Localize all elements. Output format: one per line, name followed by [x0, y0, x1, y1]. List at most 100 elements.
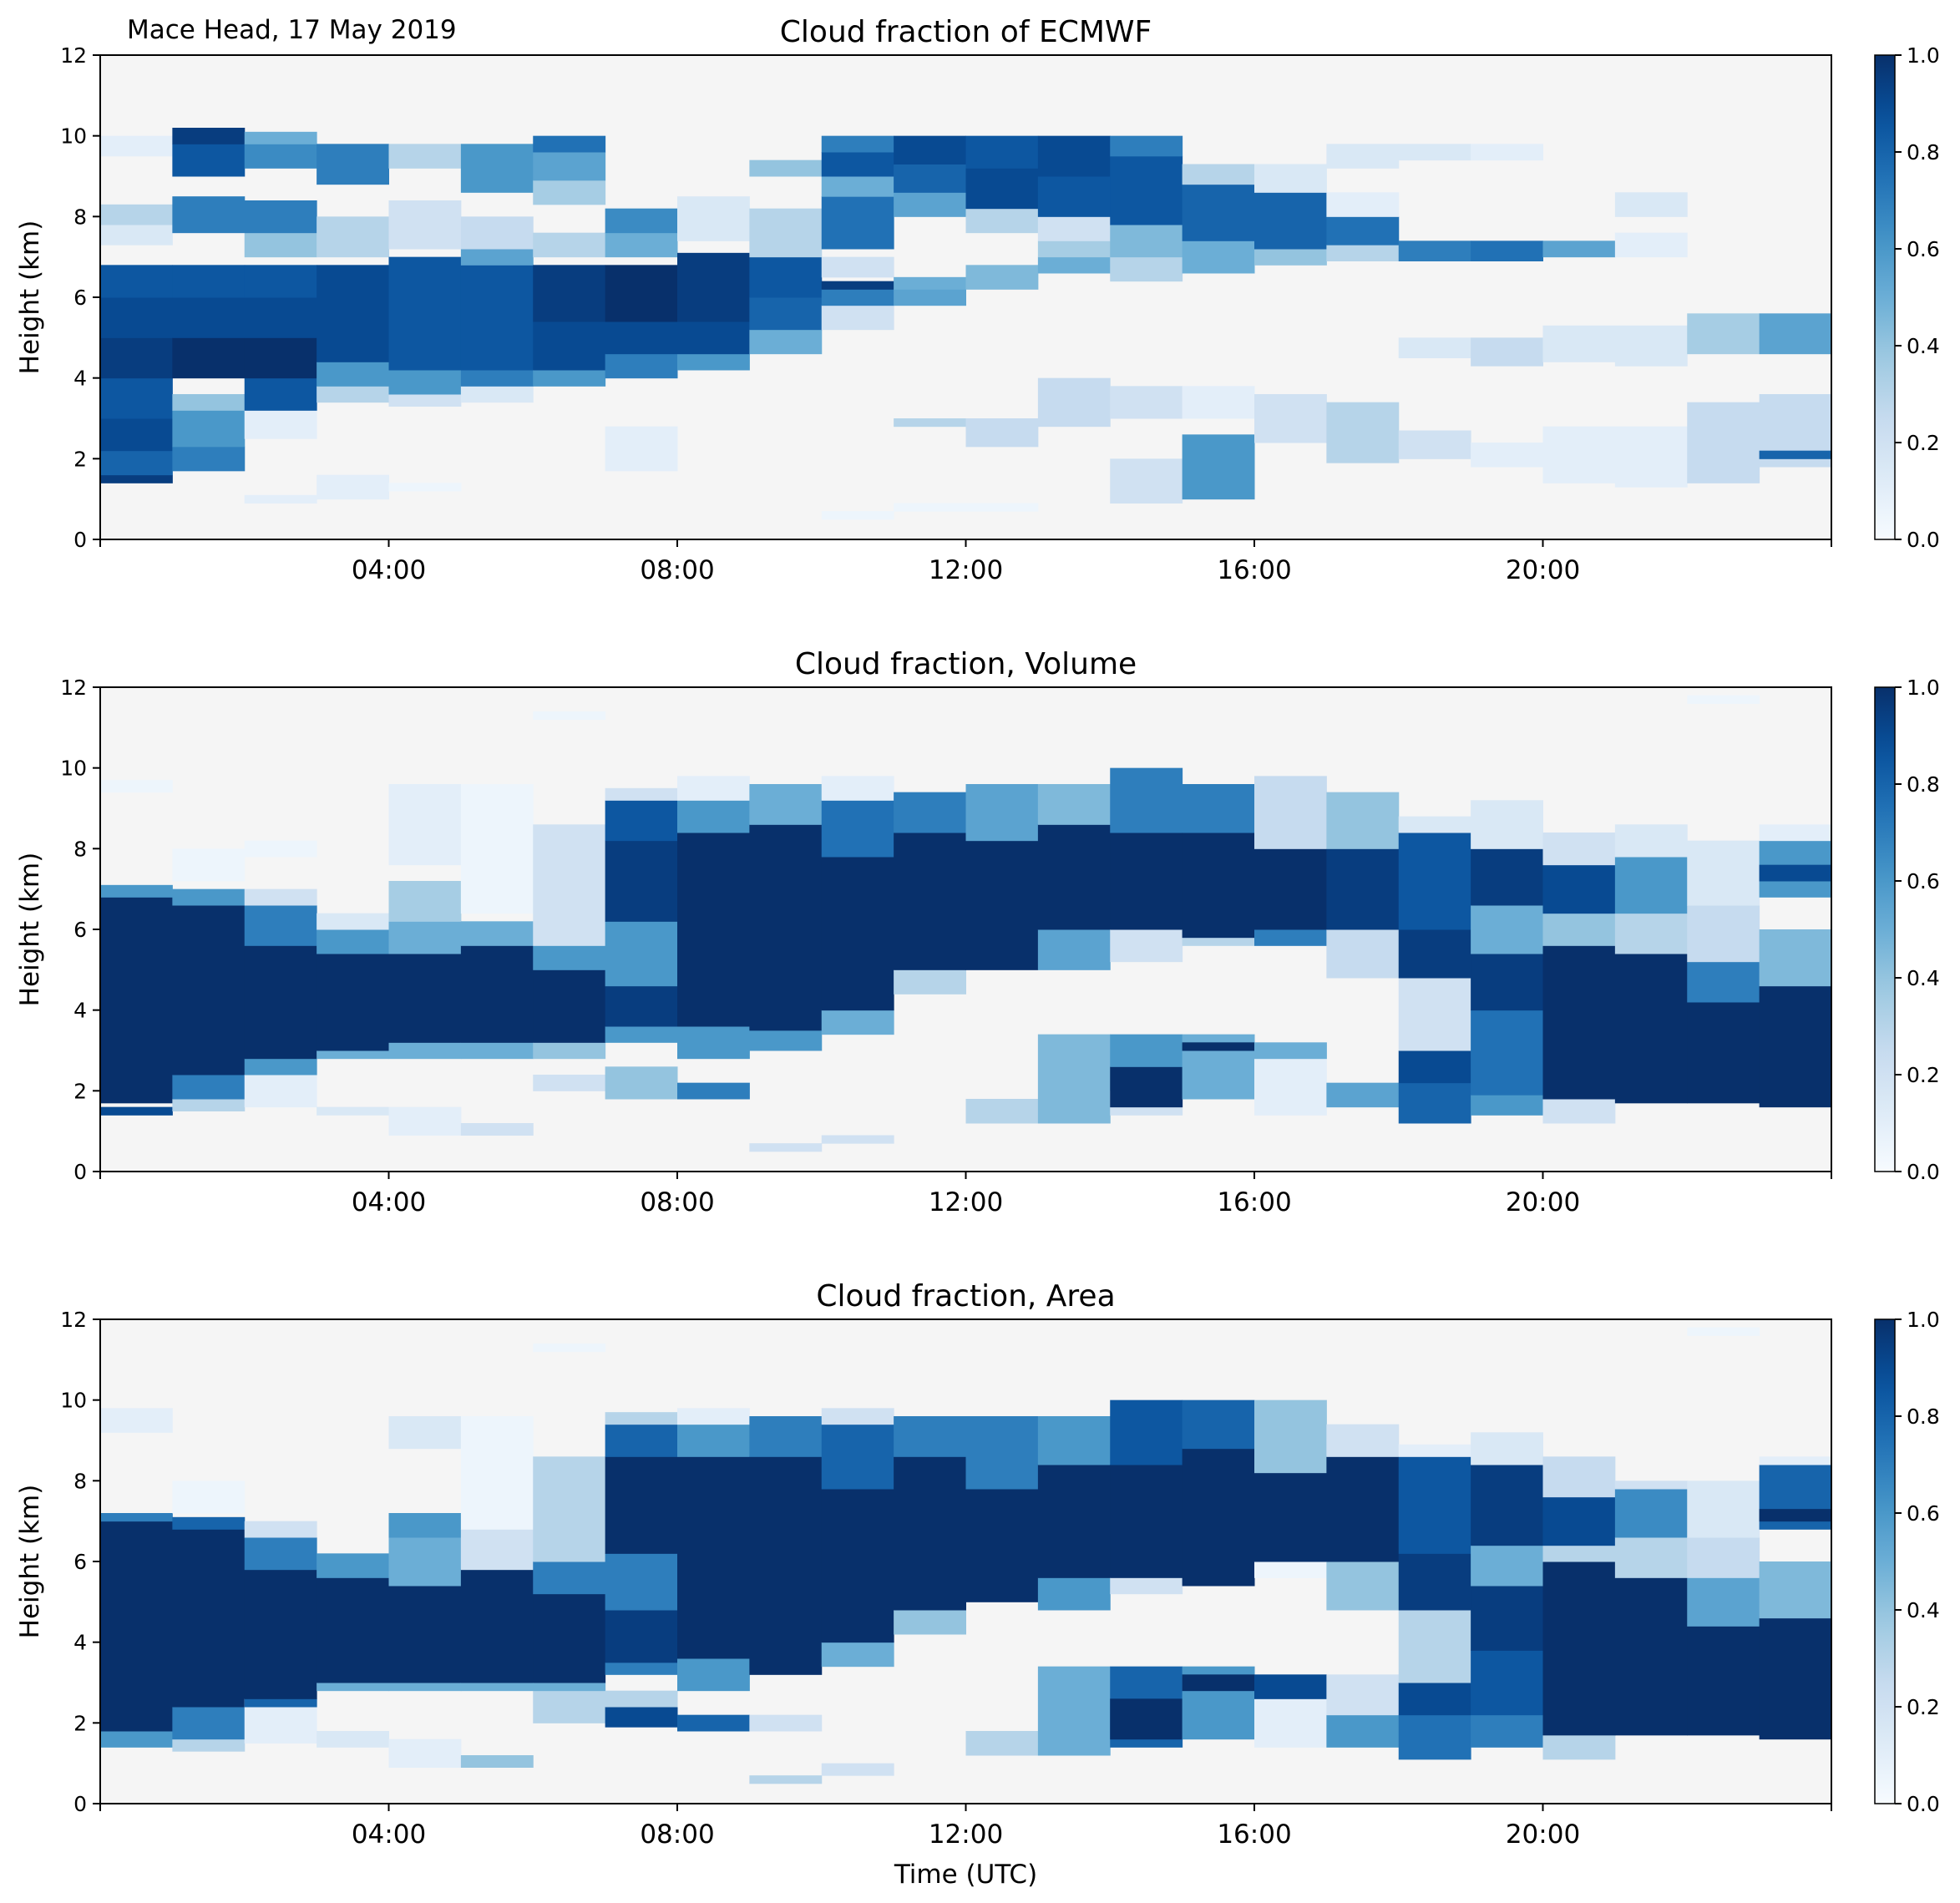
heatmap-cell	[460, 386, 534, 403]
heatmap-cell	[1326, 402, 1400, 463]
heatmap-cell	[317, 1553, 389, 1578]
heatmap-cell	[1110, 1465, 1183, 1578]
heatmap-cell	[244, 232, 317, 258]
heatmap-cell	[244, 1698, 317, 1708]
heatmap-cell	[244, 1537, 317, 1571]
heatmap-cell	[605, 1066, 678, 1100]
heatmap-cell	[605, 1690, 678, 1708]
heatmap-cell	[1254, 848, 1327, 930]
heatmap-cell	[172, 1480, 246, 1514]
heatmap-cell	[1398, 240, 1471, 261]
heatmap-cell	[533, 1683, 606, 1692]
heatmap-cell	[677, 252, 750, 322]
heatmap-cell	[1254, 929, 1327, 946]
heatmap-cell	[388, 144, 462, 169]
heatmap-cell	[749, 159, 823, 177]
y-tick-label: 0	[73, 528, 87, 552]
heatmap-cell	[821, 305, 894, 331]
heatmap-cell	[1182, 1399, 1255, 1450]
heatmap-cell	[533, 232, 606, 258]
heatmap-cell	[894, 1456, 966, 1611]
heatmap-cell	[1398, 1553, 1471, 1611]
heatmap-cell	[1759, 1456, 1831, 1465]
heatmap-cell	[1687, 1480, 1760, 1538]
heatmap-cell	[749, 1456, 823, 1675]
heatmap-cell	[1037, 784, 1111, 825]
heatmap-cell	[244, 131, 317, 144]
y-axis-label: Height (km)	[15, 1485, 45, 1639]
heatmap-cell	[1254, 394, 1327, 443]
x-tick-label: 20:00	[1506, 1819, 1580, 1850]
heatmap-cell	[244, 1521, 317, 1538]
heatmap-cell	[533, 1593, 606, 1683]
heatmap-cell	[460, 265, 534, 371]
heatmap-cell	[821, 1489, 894, 1643]
heatmap-cell	[965, 208, 1039, 234]
heatmap-cell	[1542, 833, 1616, 866]
heatmap-cell	[965, 1099, 1039, 1124]
heatmap-cell	[172, 1516, 246, 1530]
heatmap-cell	[533, 370, 606, 387]
heatmap-cell	[1687, 1327, 1760, 1336]
heatmap-cell	[1614, 857, 1688, 914]
colorbar-tick-label: 0.8	[1907, 772, 1940, 797]
heatmap-cell	[821, 256, 894, 278]
x-tick-label: 04:00	[352, 1187, 426, 1217]
heatmap-cell	[1182, 1674, 1255, 1692]
heatmap-cell	[749, 784, 823, 825]
heatmap-cell	[1759, 824, 1831, 842]
heatmap-cell	[1471, 443, 1543, 468]
heatmap-cell	[172, 905, 246, 1075]
heatmap-cell	[821, 511, 894, 520]
heatmap-cell	[605, 921, 678, 987]
heatmap-cell	[1110, 833, 1183, 930]
heatmap-cell	[244, 265, 317, 298]
heatmap-cell	[605, 1662, 678, 1675]
x-tick-label: 20:00	[1506, 555, 1580, 585]
heatmap-cell	[1110, 1399, 1183, 1465]
heatmap-cell	[1542, 1456, 1616, 1498]
heatmap-cell	[894, 192, 966, 217]
heatmap-cell	[1110, 929, 1183, 963]
heatmap-cell	[1182, 386, 1255, 419]
heatmap-cell	[1542, 1099, 1616, 1124]
heatmap-cell	[894, 135, 966, 164]
y-tick-label: 4	[73, 1631, 87, 1655]
heatmap-cell	[894, 792, 966, 833]
heatmap-cell	[1398, 816, 1471, 833]
heatmap-cell	[1471, 144, 1543, 161]
heatmap-cell	[894, 833, 966, 970]
heatmap-cell	[1254, 1399, 1327, 1474]
heatmap-cell	[1398, 1444, 1471, 1457]
heatmap-cell	[821, 1135, 894, 1144]
heatmap-cell	[1037, 1034, 1111, 1124]
heatmap-cell	[1542, 1561, 1616, 1736]
colorbar-tick-label: 0.6	[1907, 1501, 1940, 1526]
heatmap-cell	[1398, 1456, 1471, 1554]
heatmap-cell	[1037, 1577, 1111, 1611]
heatmap-cell	[677, 1658, 750, 1692]
heatmap-cell	[244, 377, 317, 411]
heatmap-cell	[100, 780, 173, 793]
heatmap-cell	[677, 1082, 750, 1100]
heatmap-cell	[1614, 1577, 1688, 1736]
y-tick-label: 10	[60, 1389, 87, 1413]
heatmap-cell	[1037, 135, 1111, 177]
heatmap-cell	[1542, 913, 1616, 946]
heatmap-cell	[677, 321, 750, 355]
heatmap-cell	[1110, 256, 1183, 282]
heatmap-cell	[1542, 945, 1616, 1100]
heatmap-cell	[1471, 1545, 1543, 1587]
heatmap-cell	[677, 1714, 750, 1732]
panel-title: Cloud fraction of ECMWF	[780, 15, 1152, 49]
heatmap-cell	[100, 297, 173, 338]
y-tick-label: 12	[60, 1308, 87, 1332]
colorbar-tick-label: 0.2	[1907, 431, 1940, 455]
heatmap-cell	[317, 474, 389, 500]
heatmap-cell	[1037, 256, 1111, 274]
heatmap-cell	[677, 196, 750, 241]
heatmap-cell	[1614, 232, 1688, 258]
heatmap-cell	[533, 265, 606, 322]
heatmap-cell	[1182, 184, 1255, 241]
heatmap-cell	[100, 204, 173, 225]
